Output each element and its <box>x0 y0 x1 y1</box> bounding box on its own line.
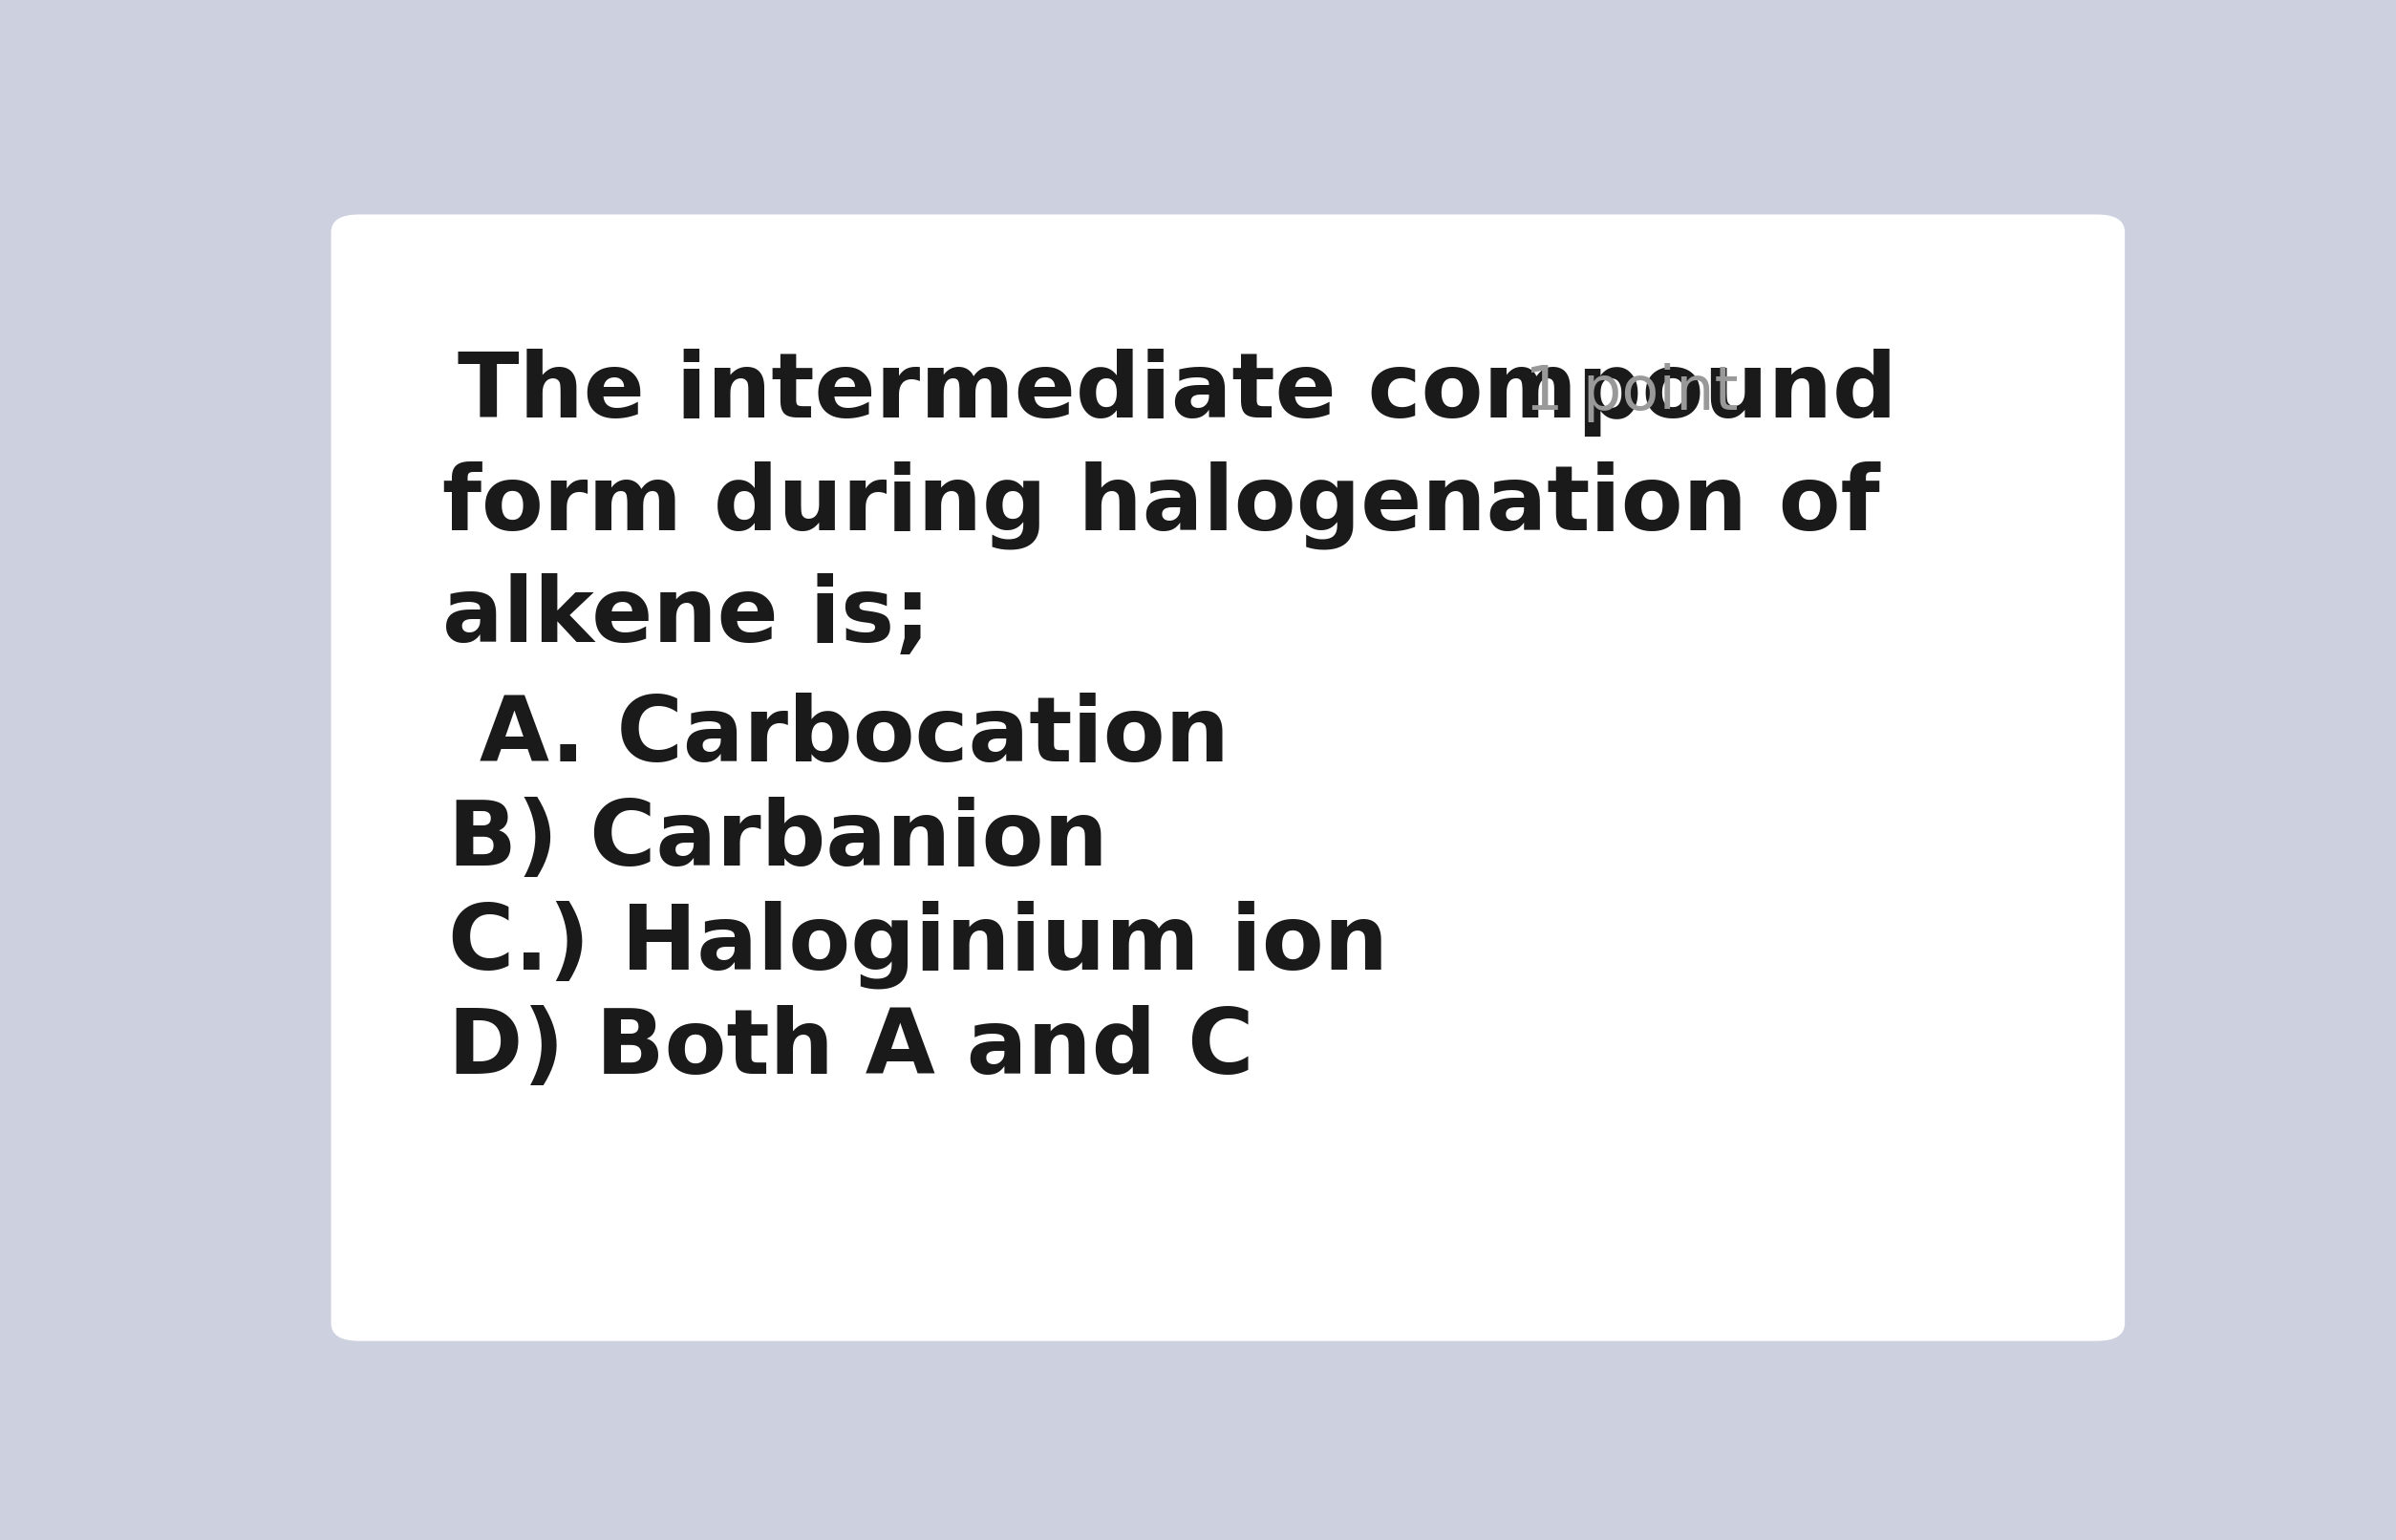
FancyBboxPatch shape <box>331 214 2125 1341</box>
Text: form during halogenation of: form during halogenation of <box>443 460 1881 550</box>
Text: 1 point: 1 point <box>1526 363 1739 422</box>
Text: alkene is;: alkene is; <box>443 574 930 662</box>
Text: The intermediate compound: The intermediate compound <box>458 348 1898 436</box>
Text: C.) Haloginium ion: C.) Haloginium ion <box>448 901 1387 989</box>
Text: A. Carbocation: A. Carbocation <box>448 693 1229 781</box>
Text: B) Carbanion: B) Carbanion <box>448 796 1107 884</box>
Text: D) Both A and C: D) Both A and C <box>448 1006 1253 1093</box>
